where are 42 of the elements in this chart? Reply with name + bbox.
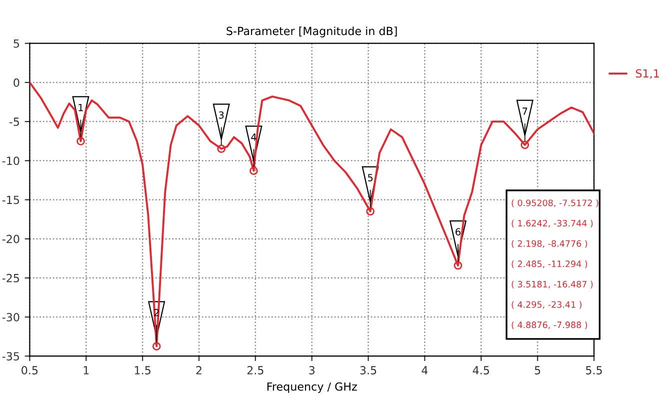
annotation: ( 1.6242, -33.744 )	[512, 220, 593, 228]
x-tick-label: 1	[84, 366, 89, 374]
y-tick-label: -5	[9, 118, 20, 126]
annotation: ( 4.8876, -7.988 )	[512, 321, 588, 330]
x-axis-title: Frequency / GHz	[267, 382, 357, 393]
y-tick-label: -10	[2, 156, 20, 166]
x-tick-label: 5	[534, 366, 540, 374]
annotation: 3	[218, 111, 224, 119]
y-tick-label: -15	[2, 196, 20, 204]
y-tick-label: -25	[2, 274, 20, 282]
x-tick-label: 2.5	[247, 366, 264, 374]
legend-label: S1,1	[636, 69, 659, 79]
y-tick-label: 0	[14, 78, 20, 87]
y-tick-label: 5	[14, 39, 20, 48]
x-tick-label: 3.5	[360, 366, 376, 374]
annotation: ( 2.485, -11.294 )	[512, 260, 588, 268]
point	[152, 342, 161, 350]
y-tick-label: -30	[2, 313, 20, 322]
annotation: 7	[522, 108, 528, 115]
x-tick-label: 3	[309, 366, 314, 374]
x-tick-label: 2	[196, 366, 202, 374]
chart-title: S-Parameter [Magnitude in dB]	[226, 26, 397, 38]
annotation: 6	[456, 228, 460, 236]
y-tick-label: -20	[2, 234, 20, 244]
x-tick-label: 5.5	[586, 366, 602, 374]
point	[366, 207, 374, 216]
x-tick-label: 4.5	[472, 366, 490, 374]
annotation: ( 4.295, -23.41 )	[512, 301, 582, 309]
point	[454, 261, 462, 270]
point	[250, 166, 258, 175]
x-tick-label: 4	[422, 366, 428, 374]
annotation: ( 0.95208, -7.5172 )	[512, 199, 598, 208]
annotation: ( 3.5181, -16.487 )	[512, 280, 593, 289]
annotation: 1	[78, 104, 83, 112]
point	[520, 140, 530, 150]
point	[217, 144, 226, 153]
annotation: ( 2.198, -8.4776 )	[512, 240, 588, 248]
y-tick-label: -35	[2, 352, 20, 360]
x-tick-label: 0.5	[22, 366, 38, 374]
point	[76, 137, 85, 146]
x-tick-label: 1.5	[134, 366, 150, 374]
annotation: 5	[368, 174, 373, 182]
